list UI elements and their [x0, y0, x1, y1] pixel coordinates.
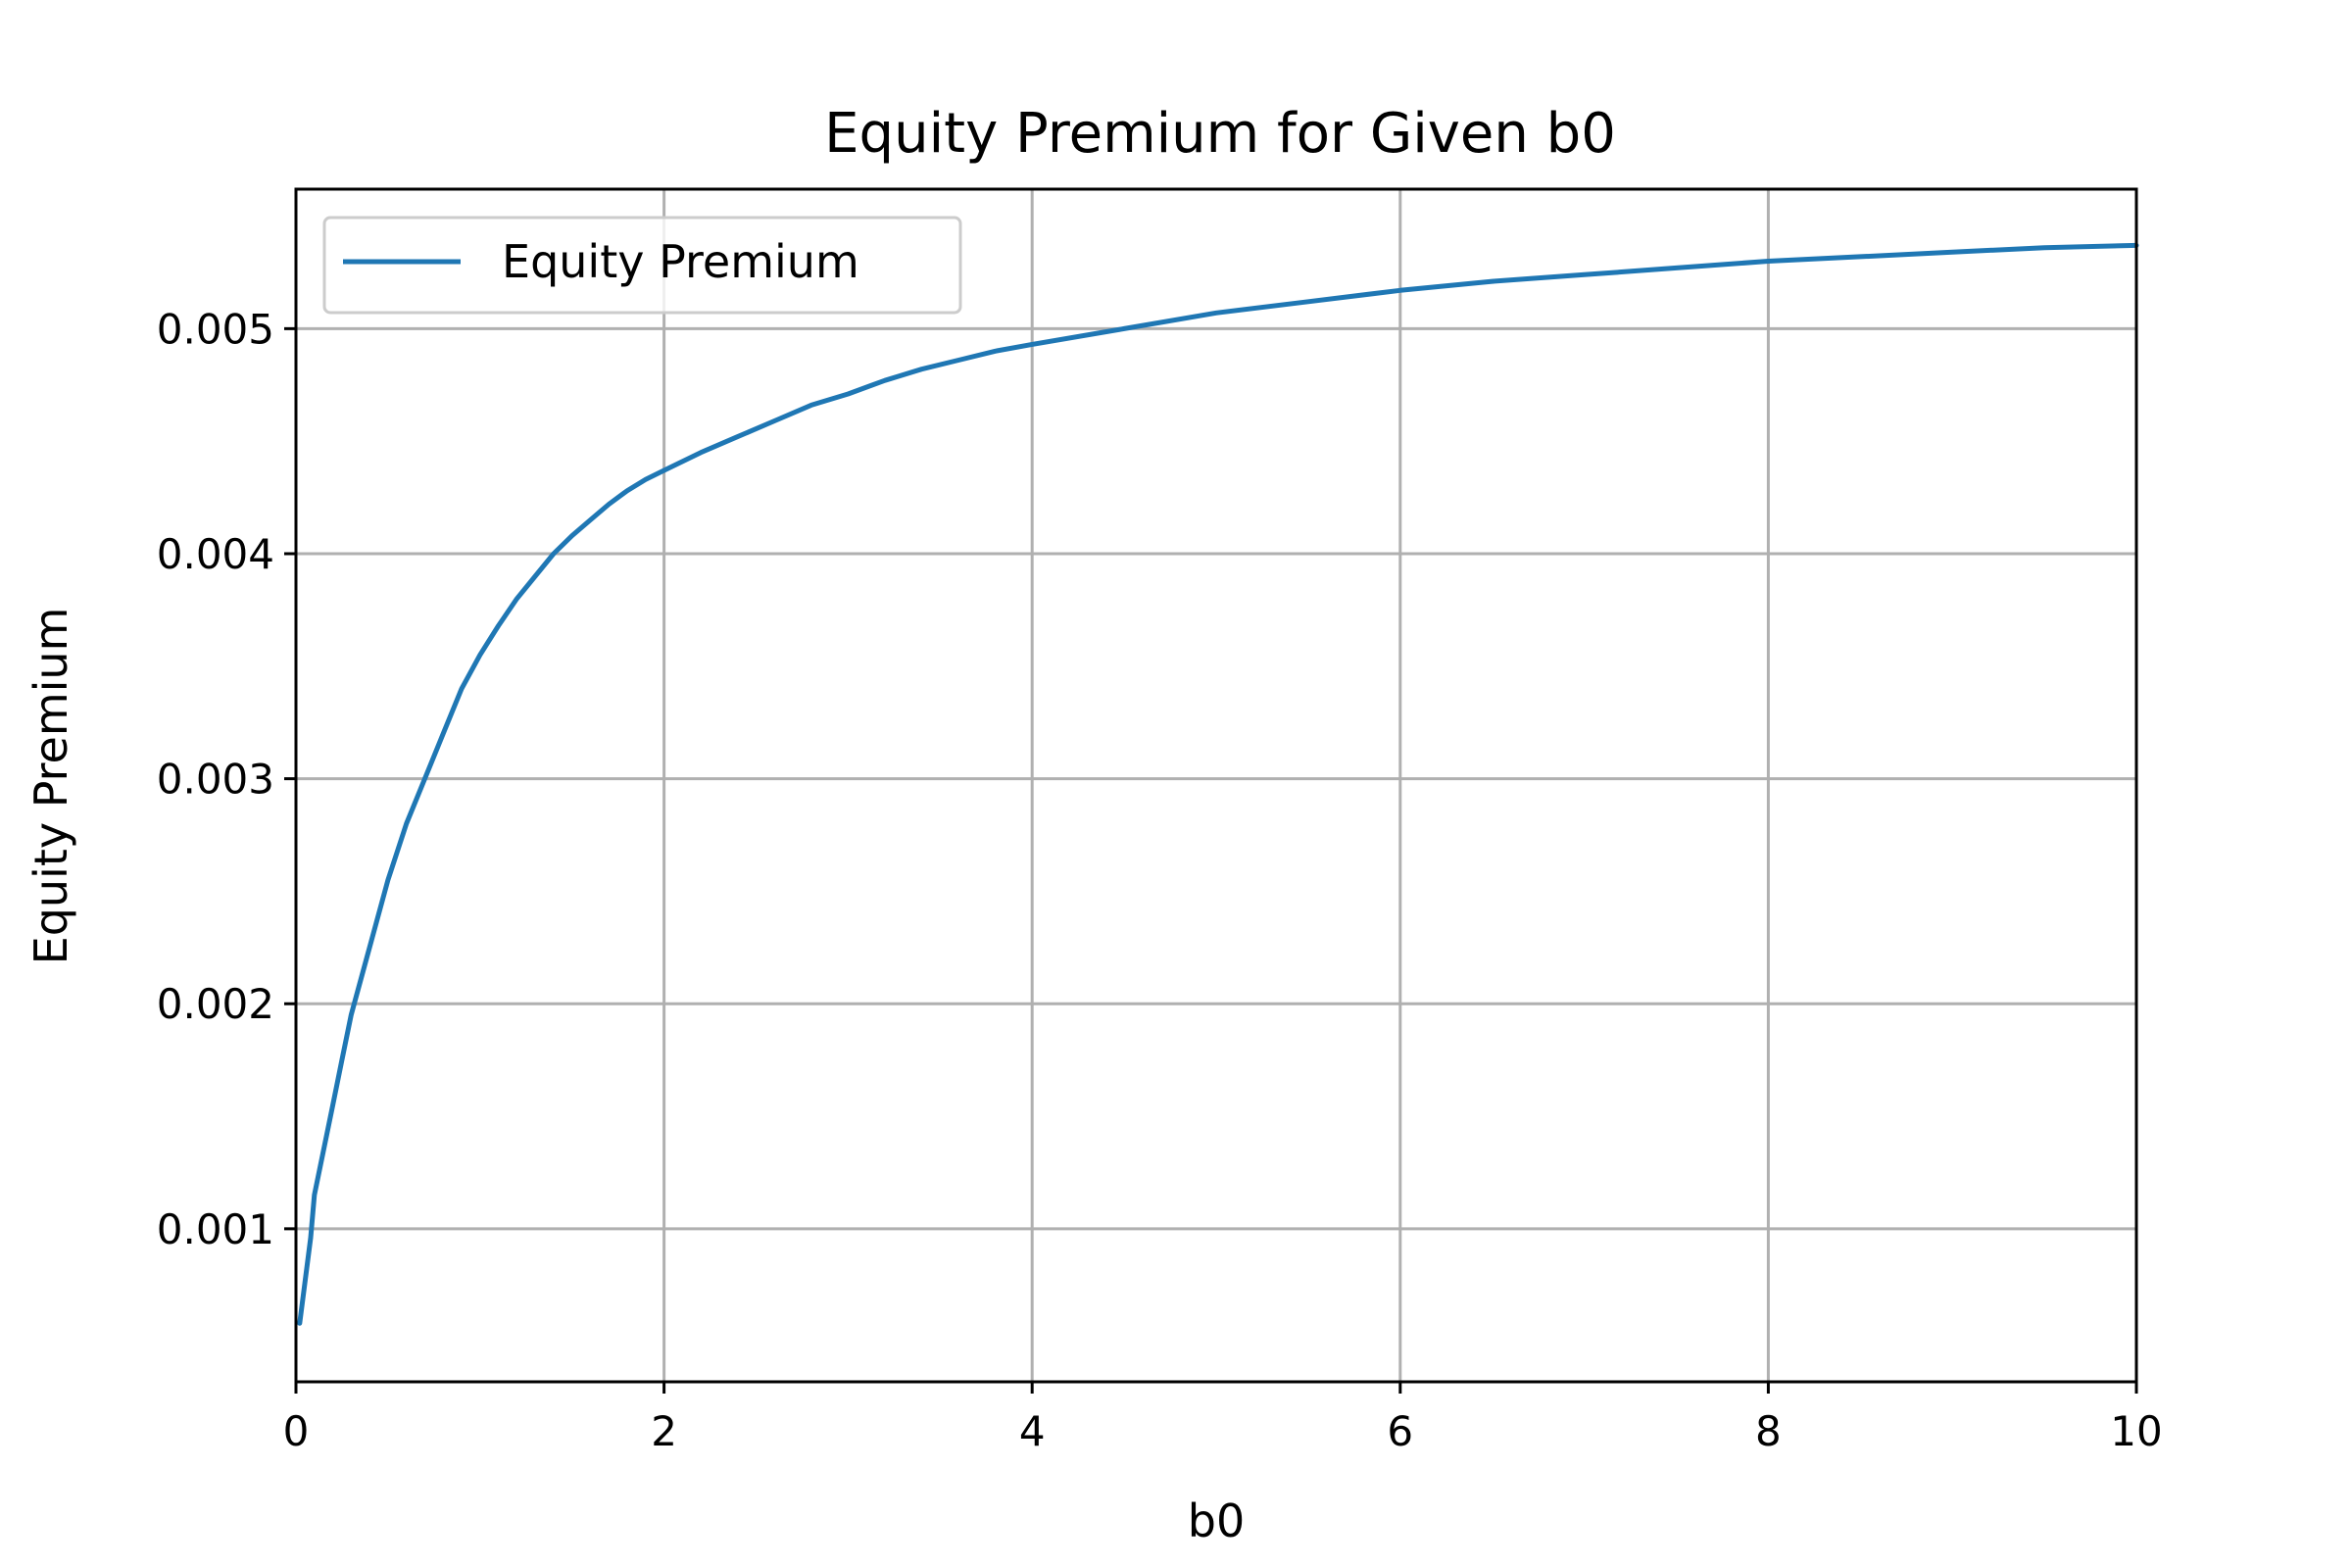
data-point — [737, 436, 739, 438]
data-point — [590, 519, 592, 521]
legend-box — [322, 216, 962, 315]
data-point — [1767, 261, 1769, 263]
data-point — [995, 350, 997, 352]
x-tick-label: 8 — [1755, 1407, 1782, 1455]
data-point — [1215, 312, 1217, 314]
data-point — [645, 478, 647, 480]
data-point — [571, 535, 573, 537]
y-tick-label: 0.005 — [157, 305, 274, 353]
data-point — [1123, 327, 1125, 329]
data-point — [341, 1059, 343, 1061]
data-point — [424, 778, 426, 780]
data-point — [515, 598, 517, 600]
data-point — [1584, 273, 1586, 275]
y-tick-label: 0.004 — [157, 530, 274, 578]
plot-area — [296, 189, 2136, 1382]
x-tick-label: 4 — [1019, 1407, 1046, 1455]
plot-frame — [294, 187, 2138, 1384]
y-tick-label: 0.003 — [157, 756, 274, 804]
y-tick-label: 0.001 — [157, 1205, 274, 1253]
data-point — [322, 1150, 324, 1152]
x-tick-label: 10 — [2110, 1407, 2162, 1455]
data-point — [700, 452, 702, 454]
data-point — [534, 575, 536, 577]
data-point — [299, 1322, 301, 1324]
data-point — [304, 1280, 306, 1282]
series-layer — [297, 242, 2139, 1326]
y-axis-ticks: 0.001 0.002 0.003 0.004 0.005 — [157, 305, 296, 1253]
data-point — [1307, 301, 1309, 303]
x-tick-label: 6 — [1387, 1407, 1413, 1455]
series-line-equity-premium — [297, 242, 2139, 1326]
data-point — [498, 625, 500, 627]
data-point — [957, 360, 959, 362]
data-point — [1676, 267, 1678, 269]
data-point — [310, 1237, 312, 1239]
data-point — [368, 947, 370, 949]
data-point — [1031, 343, 1033, 345]
legend: Equity Premium — [322, 216, 962, 315]
data-point — [553, 553, 555, 555]
data-point — [1492, 280, 1494, 282]
data-point — [773, 420, 775, 422]
data-point — [350, 1014, 352, 1016]
data-point — [314, 1194, 316, 1196]
data-point — [332, 1104, 334, 1106]
legend-label: Equity Premium — [502, 235, 859, 288]
data-point — [626, 490, 628, 492]
data-point — [1859, 256, 1861, 258]
data-point — [810, 404, 812, 406]
data-point — [663, 469, 665, 471]
x-axis-label: b0 — [1188, 1494, 1245, 1547]
gridlines — [294, 189, 2138, 1382]
x-tick-label: 0 — [283, 1407, 310, 1455]
data-point — [1399, 289, 1401, 291]
y-axis-label: Equity Premium — [24, 608, 77, 965]
data-point — [461, 688, 463, 690]
data-point — [884, 379, 886, 381]
data-point — [2043, 247, 2045, 249]
data-point — [608, 504, 610, 506]
data-point — [1951, 251, 1953, 253]
x-axis-ticks: 0 2 4 6 8 10 — [283, 1382, 2163, 1455]
data-point — [442, 733, 444, 735]
data-point — [921, 368, 923, 370]
data-point — [406, 823, 408, 825]
data-point — [479, 654, 481, 656]
data-point — [387, 879, 389, 881]
y-tick-label: 0.002 — [157, 980, 274, 1028]
chart-title: Equity Premium for Given b0 — [824, 102, 1616, 166]
data-point — [847, 393, 849, 395]
x-tick-label: 2 — [651, 1407, 677, 1455]
